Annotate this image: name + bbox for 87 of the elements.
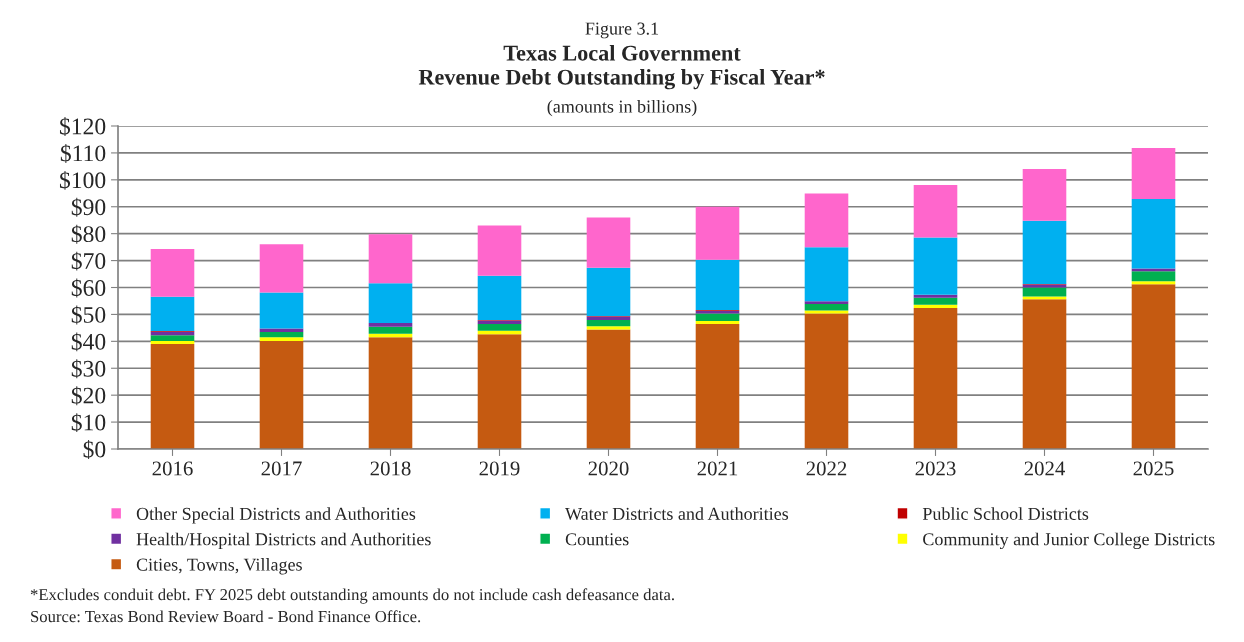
- bar: [1131, 198, 1176, 269]
- y-tick-label: $0: [83, 440, 106, 459]
- x-tick-label: 2025: [1133, 461, 1174, 476]
- y-tick-label: $30: [71, 359, 106, 379]
- bar: [259, 292, 304, 329]
- y-tick-label: $50: [71, 305, 106, 325]
- bar: [586, 329, 631, 449]
- legend-label: Community and Junior College Districts: [923, 532, 1215, 550]
- bar: [259, 341, 304, 449]
- bar: [913, 304, 958, 308]
- bar: [150, 296, 195, 332]
- y-tick-label: $80: [71, 224, 106, 244]
- bar: [477, 324, 522, 331]
- bar: [1131, 268, 1176, 272]
- bar: [804, 313, 849, 449]
- legend-label: Cities, Towns, Villages: [136, 558, 302, 575]
- bar: [586, 326, 631, 330]
- bar: [259, 337, 304, 342]
- bar: [150, 341, 195, 345]
- bar: [368, 283, 413, 324]
- bar: [695, 313, 740, 321]
- bar: [913, 294, 958, 298]
- bar: [477, 334, 522, 449]
- bar: [1131, 284, 1176, 449]
- bar: [913, 184, 958, 238]
- bar: [1131, 271, 1176, 282]
- source-note: Source: Texas Bond Review Board - Bond Finance Office.: [31, 610, 421, 623]
- bar: [368, 234, 413, 284]
- bar: [1022, 220, 1067, 284]
- bar: [1131, 148, 1176, 199]
- bar: [1022, 299, 1067, 449]
- legend-label: Public School Districts: [922, 507, 1089, 520]
- bar: [695, 259, 740, 311]
- y-tick-label: $120: [59, 117, 106, 136]
- bar: [586, 320, 631, 327]
- x-tick-label: 2020: [588, 461, 629, 476]
- text: *Excludes conduit debt. FY 2025 debt outstanding amounts do not include cash defeasance data.: [30, 588, 674, 604]
- bar: [586, 267, 631, 317]
- y-tick-label: $40: [71, 332, 106, 352]
- bar: [695, 206, 740, 260]
- legend-label: Counties: [565, 533, 629, 546]
- bar: [259, 328, 304, 332]
- bar: [150, 344, 195, 449]
- bar: [1131, 281, 1176, 285]
- x-tick-label: 2021: [697, 461, 738, 476]
- y-tick-label: $110: [60, 144, 106, 163]
- bar: [913, 237, 958, 295]
- caption: Figure 3.1: [585, 22, 659, 39]
- bar: [477, 275, 522, 321]
- legend-label: Health/Hospital Districts and Authorities: [136, 532, 431, 550]
- bar: [150, 249, 195, 297]
- bar: [913, 297, 958, 305]
- y-tick-label: $90: [71, 197, 106, 217]
- y-tick-label: $70: [71, 251, 106, 271]
- bar: [259, 331, 304, 338]
- bar: [1022, 296, 1067, 300]
- bar: [804, 193, 849, 248]
- bar: [804, 301, 849, 304]
- bar: [368, 323, 413, 327]
- chart-title: Texas Local Government Revenue Debt Outstanding by Fiscal Year*: [418, 45, 825, 90]
- bar: [804, 310, 849, 314]
- x-tick-label: 2016: [152, 461, 193, 476]
- y-tick-label: $20: [71, 386, 106, 406]
- bar: [1022, 169, 1067, 221]
- bar: [804, 247, 849, 302]
- x-tick-label: 2019: [479, 461, 520, 476]
- bar: [150, 335, 195, 342]
- bar: [695, 320, 740, 325]
- bar: [368, 337, 413, 449]
- bar: [804, 303, 849, 311]
- x-tick-label: 2018: [370, 461, 411, 476]
- bar: [695, 324, 740, 449]
- x-tick-label: 2022: [806, 461, 847, 476]
- chart-subtitle: (amounts in billions): [547, 100, 697, 117]
- legend-label: Water Districts and Authorities: [565, 507, 789, 521]
- y-tick-label: $10: [71, 413, 106, 433]
- legend-label: Other Special Districts and Authorities: [136, 507, 416, 524]
- x-tick-label: 2017: [261, 461, 302, 476]
- bar: [586, 217, 631, 268]
- x-tick-label: 2024: [1024, 461, 1066, 476]
- x-tick-label: 2023: [915, 461, 956, 476]
- bar: [913, 307, 958, 449]
- y-tick-label: $60: [71, 278, 106, 298]
- bar: [368, 326, 413, 334]
- bar: [259, 244, 304, 293]
- bar: [477, 225, 522, 276]
- y-tick-label: $100: [59, 170, 106, 190]
